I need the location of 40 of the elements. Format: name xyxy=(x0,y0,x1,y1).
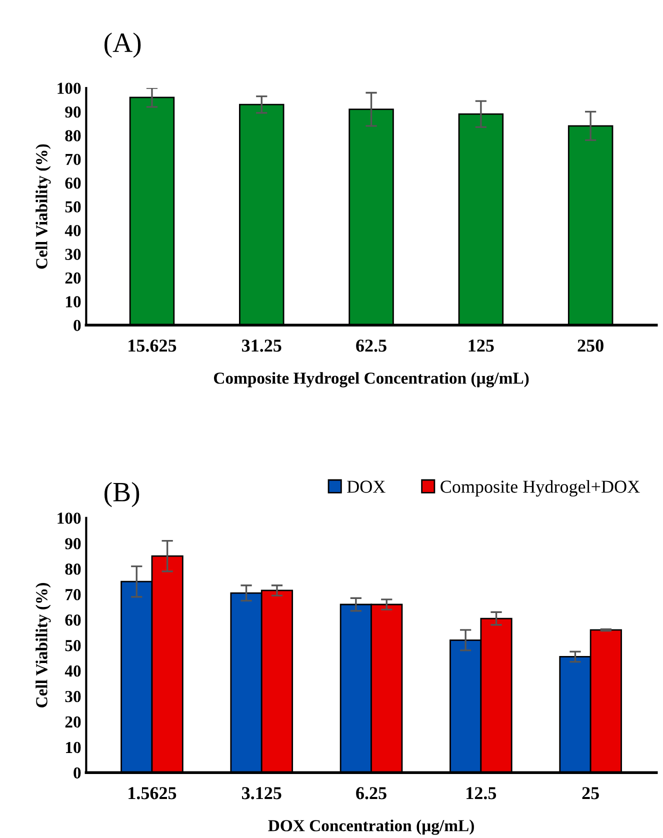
y-tick-label: 50 xyxy=(65,640,81,652)
x-tick-label: 15.625 xyxy=(128,340,176,352)
y-tick-label: 40 xyxy=(64,224,81,236)
x-tick-label: 12.5 xyxy=(466,787,496,800)
y-tick-label: 10 xyxy=(66,742,81,754)
legend-label: Composite Hydrogel+DOX xyxy=(440,480,640,497)
y-axis-title: Cell Viability (%) xyxy=(36,583,51,708)
y-tick-label: 0 xyxy=(74,767,81,779)
y-tick-label: 90 xyxy=(65,106,81,118)
legend-label: DOX xyxy=(347,480,386,493)
y-tick-label: 10 xyxy=(66,296,81,308)
x-tick-label: 125 xyxy=(468,340,494,352)
x-axis-title: Composite Hydrogel Concentration (µg/mL) xyxy=(214,372,529,388)
y-tick-label: 50 xyxy=(65,201,81,213)
y-tick-label: 90 xyxy=(65,538,81,550)
chart-title: (A) xyxy=(104,32,141,58)
x-tick-label: 6.25 xyxy=(356,787,386,800)
x-tick-label: 31.25 xyxy=(242,340,282,352)
y-tick-label: 80 xyxy=(65,130,81,142)
y-axis-title: Cell Viability (%) xyxy=(36,144,51,269)
y-tick-label: 80 xyxy=(65,564,81,575)
x-axis-title: DOX Concentration (µg/mL) xyxy=(268,820,474,835)
x-tick-label: 25 xyxy=(582,787,599,800)
y-tick-label: 30 xyxy=(65,248,81,260)
y-tick-label: 20 xyxy=(65,716,81,728)
x-tick-label: 3.125 xyxy=(242,787,282,800)
y-tick-label: 70 xyxy=(66,154,81,166)
y-tick-label: 30 xyxy=(65,690,81,702)
y-tick-label: 20 xyxy=(65,272,81,284)
y-tick-label: 60 xyxy=(65,178,81,189)
x-tick-label: 250 xyxy=(578,340,604,352)
y-tick-label: 70 xyxy=(66,589,81,600)
x-tick-label: 1.5625 xyxy=(128,787,176,800)
y-tick-label: 100 xyxy=(58,512,81,524)
chart-title: (B) xyxy=(104,482,140,508)
y-tick-label: 60 xyxy=(65,614,81,626)
y-tick-label: 0 xyxy=(74,320,81,332)
x-tick-label: 62.5 xyxy=(356,340,386,352)
y-tick-label: 40 xyxy=(64,665,81,677)
y-tick-label: 100 xyxy=(58,82,81,94)
